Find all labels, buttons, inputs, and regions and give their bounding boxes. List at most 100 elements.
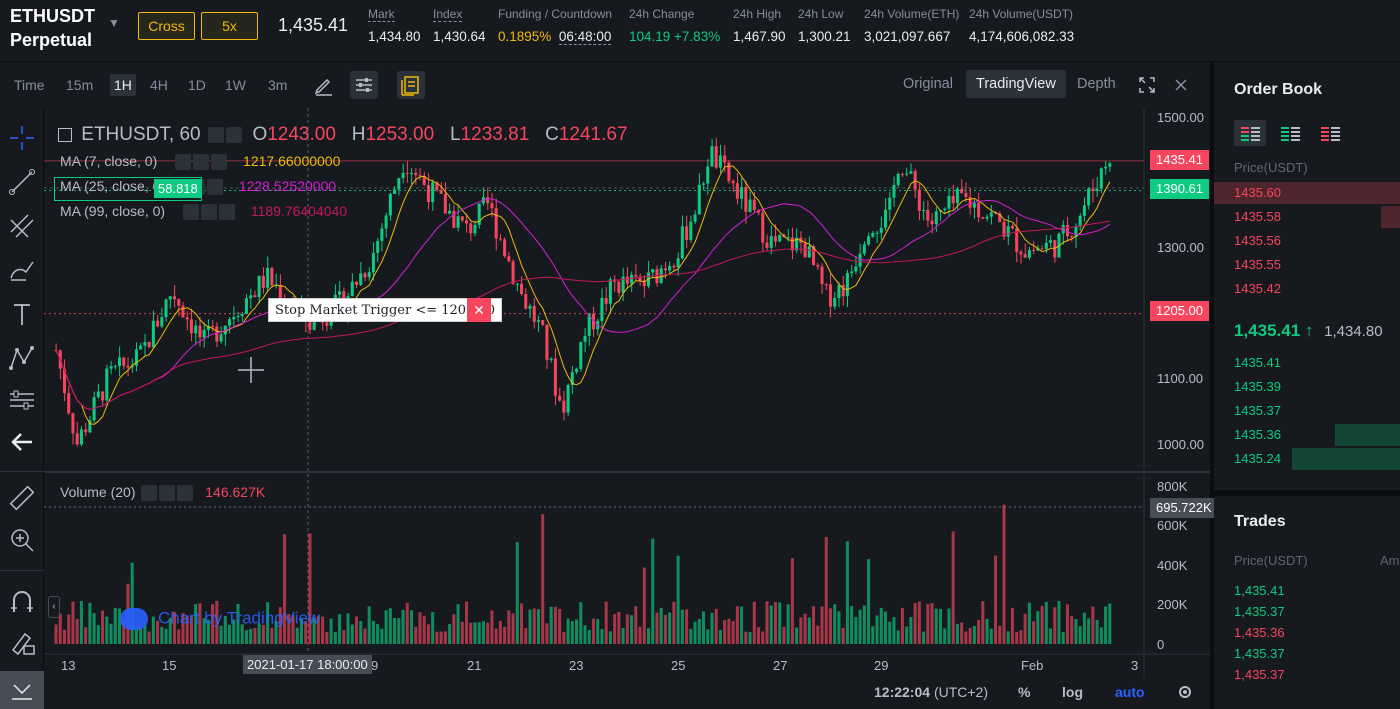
measure-icon[interactable] <box>6 384 38 416</box>
volume-bar <box>266 602 270 644</box>
candle-body <box>177 299 181 306</box>
close-icon[interactable] <box>206 179 223 196</box>
symbol-selector[interactable]: ETHUSDT Perpetual <box>10 4 95 52</box>
candle-body <box>1036 248 1040 251</box>
settings-sliders-icon[interactable] <box>350 71 378 99</box>
volume-bar <box>101 610 105 644</box>
volume-bar <box>964 631 968 644</box>
view-original[interactable]: Original <box>903 76 953 92</box>
collapse-panel-button[interactable]: ‹ <box>48 596 60 618</box>
trade-row[interactable]: 1,435.37 <box>1214 601 1400 623</box>
eye-icon[interactable] <box>182 204 199 221</box>
log-scale-button[interactable]: log <box>1062 684 1083 700</box>
candle-body <box>663 268 667 271</box>
ruler-icon[interactable] <box>6 482 38 514</box>
zoom-in-icon[interactable] <box>6 524 38 556</box>
close-icon[interactable] <box>1167 71 1195 99</box>
gear-icon[interactable] <box>200 204 217 221</box>
arrow-left-icon[interactable] <box>6 426 38 458</box>
funding-countdown: 06:48:00 <box>558 29 612 45</box>
text-icon[interactable] <box>6 298 38 330</box>
candle-body <box>706 166 710 184</box>
view-asks-icon[interactable] <box>1314 120 1346 146</box>
interval-1d[interactable]: 1D <box>188 77 206 93</box>
volume-bar <box>194 604 198 644</box>
bid-row[interactable]: 1435.36 <box>1214 424 1400 446</box>
volume-bar <box>422 615 426 644</box>
eye-icon[interactable] <box>141 485 158 502</box>
candle-body <box>541 320 545 325</box>
volume-bar <box>663 614 667 644</box>
crosshair-icon[interactable] <box>6 122 38 154</box>
cancel-stop-order-button[interactable]: ✕ <box>467 298 491 322</box>
candle-body <box>1015 228 1019 252</box>
volume-bar <box>909 616 913 644</box>
ask-row[interactable]: 1435.60 <box>1214 182 1400 204</box>
view-bids-icon[interactable] <box>1274 120 1306 146</box>
ask-row[interactable]: 1435.42 <box>1214 278 1400 300</box>
lock-drawing-icon[interactable] <box>6 626 38 658</box>
gear-icon[interactable] <box>159 485 176 502</box>
view-tradingview[interactable]: TradingView <box>966 70 1066 98</box>
volume-bar <box>867 559 871 644</box>
magnet-icon[interactable] <box>6 586 38 618</box>
indicators-icon[interactable] <box>397 71 425 99</box>
timezone[interactable]: (UTC+2) <box>933 684 988 700</box>
pattern-icon[interactable] <box>6 342 38 374</box>
interval-4h[interactable]: 4H <box>150 77 168 93</box>
leverage-button[interactable]: 5x <box>201 12 258 40</box>
pen-icon[interactable] <box>310 71 338 99</box>
interval-3m[interactable]: 3m <box>268 77 288 93</box>
brush-icon[interactable] <box>6 254 38 286</box>
ask-row[interactable]: 1435.56 <box>1214 230 1400 252</box>
close-icon[interactable] <box>211 154 228 171</box>
eye-icon[interactable] <box>207 126 224 143</box>
interval-15m[interactable]: 15m <box>66 77 94 93</box>
ask-row[interactable]: 1435.55 <box>1214 254 1400 276</box>
margin-mode-button[interactable]: Cross <box>138 12 195 40</box>
stop-order-label[interactable]: Stop Market Trigger <= 1205.00 <box>268 298 503 322</box>
candle-body <box>752 199 756 211</box>
more-tools-button[interactable] <box>0 671 44 709</box>
expand-icon[interactable] <box>1133 71 1161 99</box>
stat-label: 24h Volume(ETH) <box>864 7 960 21</box>
candle-body <box>955 189 959 204</box>
view-depth[interactable]: Depth <box>1077 76 1116 92</box>
volume-bar <box>156 620 160 644</box>
bid-row[interactable]: 1435.24 <box>1214 448 1400 470</box>
bid-row[interactable]: 1435.39 <box>1214 376 1400 398</box>
percent-scale-button[interactable]: % <box>1018 684 1031 700</box>
interval-1h[interactable]: 1H <box>110 74 136 96</box>
ask-row[interactable]: 1435.58 <box>1214 206 1400 228</box>
candle-body <box>397 178 401 190</box>
bid-row[interactable]: 1435.41 <box>1214 352 1400 374</box>
tradingview-chart[interactable]: ETHUSDT, 60 O1243.00 H1253.00 L1233.81 C… <box>44 108 1218 709</box>
trend-line-icon[interactable] <box>6 166 38 198</box>
view-both-icon[interactable] <box>1234 120 1266 146</box>
auto-scale-button[interactable]: auto <box>1115 684 1145 700</box>
gear-icon[interactable] <box>225 126 242 143</box>
candle-body <box>1095 188 1099 191</box>
candle-body <box>917 189 921 211</box>
candle-body <box>456 216 460 228</box>
interval-1w[interactable]: 1W <box>225 77 246 93</box>
close-icon[interactable] <box>177 485 194 502</box>
trade-row[interactable]: 1,435.41 <box>1214 580 1400 602</box>
candle-body <box>194 325 198 334</box>
candle-body <box>922 209 926 211</box>
trade-row[interactable]: 1,435.37 <box>1214 643 1400 665</box>
bid-row[interactable]: 1435.37 <box>1214 400 1400 422</box>
eye-icon[interactable] <box>175 154 192 171</box>
trade-row[interactable]: 1,435.37 <box>1214 664 1400 686</box>
tradingview-watermark[interactable]: Chart by TradingView <box>120 608 320 630</box>
trade-row[interactable]: 1,435.36 <box>1214 622 1400 644</box>
ohlc-low-label: L <box>450 124 461 145</box>
volume-bar <box>435 631 439 644</box>
collapse-icon[interactable] <box>58 127 72 142</box>
gear-icon[interactable] <box>193 154 210 171</box>
candle-body <box>951 195 955 204</box>
fib-icon[interactable] <box>6 210 38 242</box>
close-icon[interactable] <box>218 204 235 221</box>
chevron-down-icon[interactable]: ▼ <box>108 16 120 30</box>
interval-time[interactable]: Time <box>14 77 45 93</box>
